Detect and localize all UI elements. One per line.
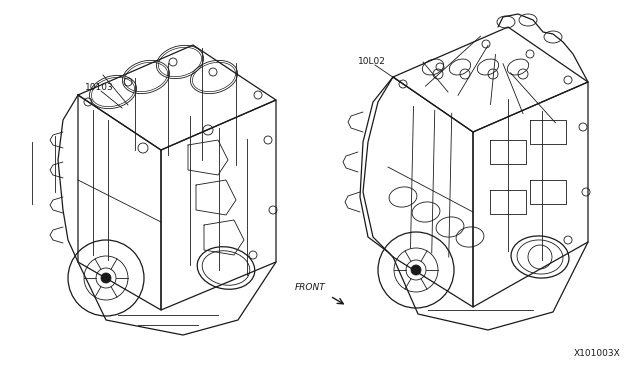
Text: 10103: 10103 bbox=[85, 83, 114, 93]
Text: FRONT: FRONT bbox=[295, 283, 326, 292]
Text: X101003X: X101003X bbox=[573, 349, 620, 358]
Text: 10L02: 10L02 bbox=[358, 58, 386, 67]
Circle shape bbox=[411, 265, 421, 275]
Circle shape bbox=[101, 273, 111, 283]
